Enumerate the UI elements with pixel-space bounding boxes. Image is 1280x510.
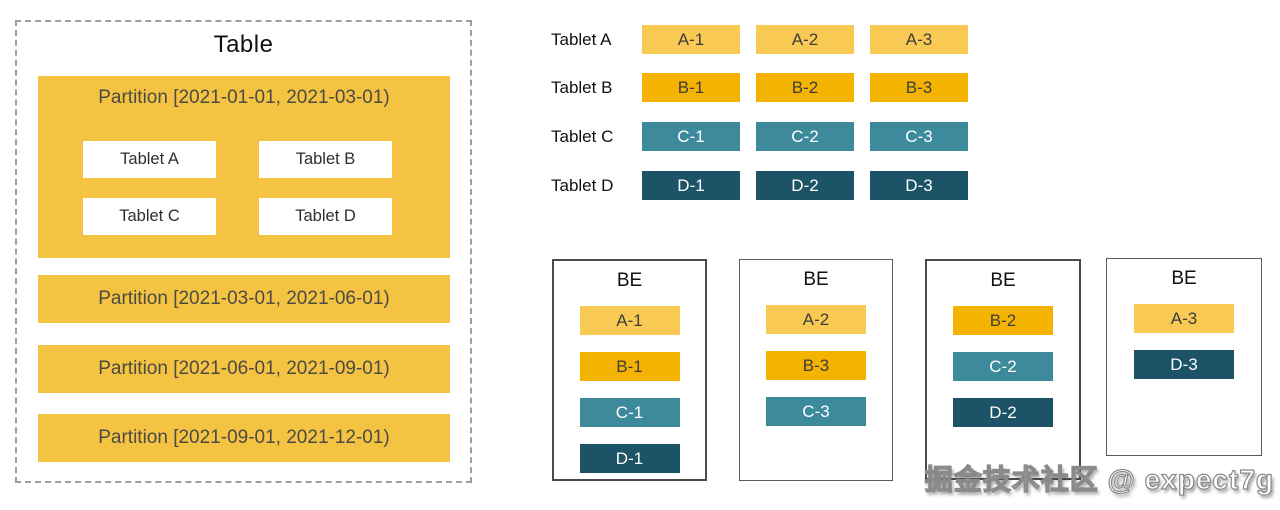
replica-chip: A-2 (756, 25, 854, 54)
partition-label: Partition [2021-03-01, 2021-06-01) (98, 288, 390, 309)
partition-label: Partition [2021-06-01, 2021-09-01) (98, 358, 390, 379)
replica-chip: D-3 (870, 171, 968, 200)
be-node-label: BE (616, 270, 643, 291)
partition-block-4: Partition [2021-09-01, 2021-12-01) (38, 414, 450, 462)
table-container: Table Partition [2021-01-01, 2021-03-01)… (15, 20, 472, 483)
partition-block-3: Partition [2021-06-01, 2021-09-01) (38, 345, 450, 393)
tablet-box-c: Tablet C (83, 198, 216, 235)
partition-block-1: Partition [2021-01-01, 2021-03-01) Table… (38, 76, 450, 258)
replica-chip: B-1 (579, 352, 680, 381)
replica-chip: C-3 (870, 122, 968, 151)
replica-chip: A-3 (1134, 304, 1234, 333)
tablet-box-b: Tablet B (259, 141, 392, 178)
replica-chip: C-2 (953, 352, 1053, 381)
replica-chip: C-1 (579, 398, 680, 427)
be-node-3: BE B-2 C-2 D-2 (925, 259, 1081, 480)
be-node-1: BE A-1 B-1 C-1 D-1 (552, 259, 707, 481)
tablet-row-label: Tablet C (551, 126, 614, 146)
partition-label: Partition [2021-09-01, 2021-12-01) (98, 427, 390, 448)
tablet-box-a: Tablet A (83, 141, 216, 178)
tablet-row-label: Tablet B (551, 77, 613, 97)
table-title: Table (213, 31, 274, 58)
replica-chip: A-3 (870, 25, 968, 54)
replica-chip: B-2 (756, 73, 854, 102)
be-node-label: BE (1171, 268, 1197, 289)
tablet-row-label: Tablet D (551, 175, 614, 195)
replica-chip: D-1 (642, 171, 740, 200)
replica-chip: D-1 (579, 444, 680, 473)
replica-chip: C-1 (642, 122, 740, 151)
partition-label: Partition [2021-01-01, 2021-03-01) (98, 87, 390, 108)
replica-chip: B-3 (870, 73, 968, 102)
tablet-row-d: Tablet D D-1 D-2 D-3 (551, 171, 968, 200)
tablet-row-label: Tablet A (551, 29, 612, 49)
tablet-box-d: Tablet D (259, 198, 392, 235)
replica-chip: C-2 (756, 122, 854, 151)
be-node-2: BE A-2 B-3 C-3 (739, 259, 893, 481)
tablet-row-c: Tablet C C-1 C-2 C-3 (551, 122, 968, 151)
replica-chip: D-2 (953, 398, 1053, 427)
replica-chip: A-1 (579, 306, 680, 335)
replica-chip: D-3 (1134, 350, 1234, 379)
replica-chip: B-2 (953, 306, 1053, 335)
replica-chip: A-1 (642, 25, 740, 54)
partition-block-2: Partition [2021-03-01, 2021-06-01) (38, 275, 450, 323)
be-node-label: BE (990, 270, 1016, 291)
replica-chip: B-1 (642, 73, 740, 102)
be-node-label: BE (803, 269, 829, 290)
replica-chip: D-2 (756, 171, 854, 200)
replica-chip: C-3 (766, 397, 866, 426)
replica-chip: B-3 (766, 351, 866, 380)
tablet-row-a: Tablet A A-1 A-2 A-3 (551, 25, 968, 54)
replica-chip: A-2 (766, 305, 866, 334)
watermark: 掘金技术社区 @ expect7g (924, 463, 1274, 495)
be-node-4: BE A-3 D-3 (1106, 258, 1262, 456)
tablet-row-b: Tablet B B-1 B-2 B-3 (551, 73, 968, 102)
